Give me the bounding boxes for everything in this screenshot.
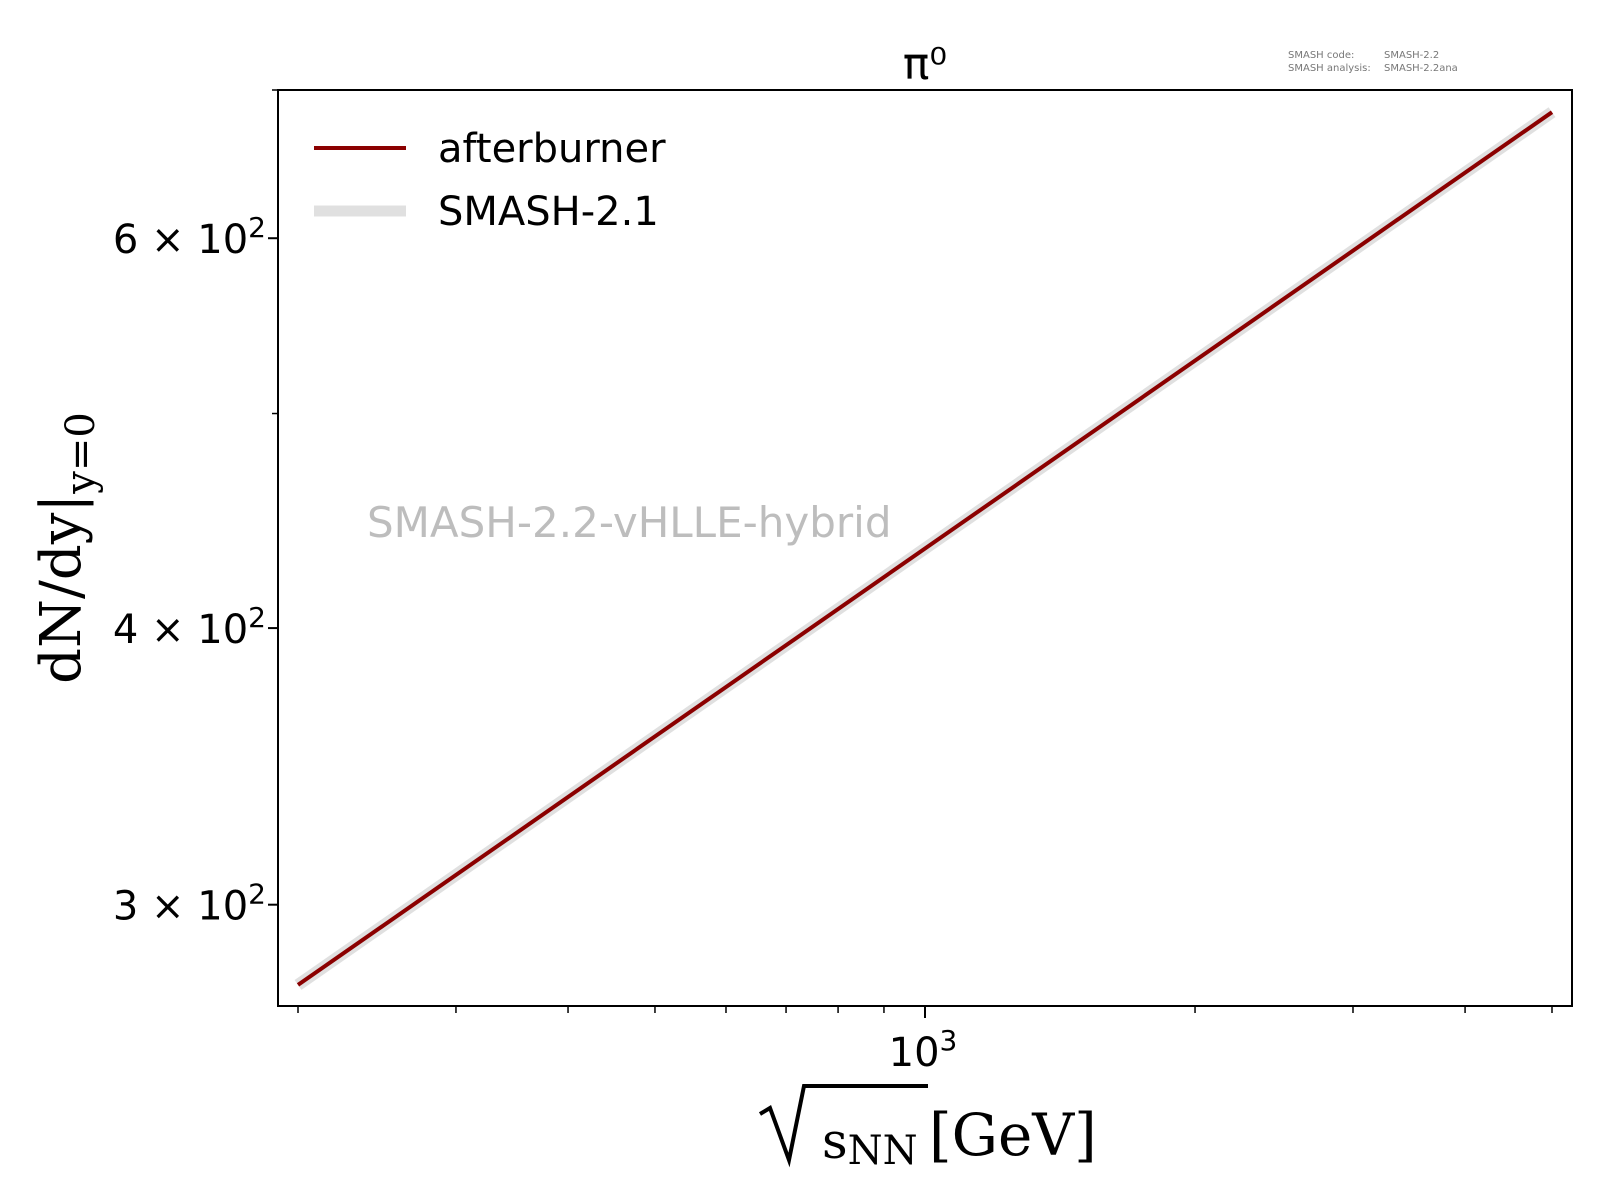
meta-code-value: SMASH-2.2 xyxy=(1384,50,1439,61)
y-axis-label: dN/dy|y=0 xyxy=(29,412,104,684)
legend-label-smash-2-1: SMASH-2.1 xyxy=(438,189,659,235)
series-layer xyxy=(294,107,1556,990)
x-axis-label-unit: [GeV] xyxy=(929,1101,1097,1169)
meta-analysis-value: SMASH-2.2ana xyxy=(1384,63,1458,74)
meta-code-label: SMASH code: xyxy=(1288,50,1354,61)
legend: afterburner SMASH-2.1 xyxy=(314,126,666,235)
watermark: SMASH-2.2-vHLLE-hybrid xyxy=(367,498,892,547)
x-axis-label: sNN [GeV] xyxy=(758,1084,1097,1174)
y-axis-label-subscript: y=0 xyxy=(58,412,104,495)
x-axis-label-radicand-nn: NN xyxy=(848,1128,918,1174)
y-axis-label-main: dN/dy| xyxy=(29,494,94,684)
tick-layer: 103 3 × 102 4 × 102 6 × 102 xyxy=(113,89,1553,1076)
plot-frame xyxy=(277,89,1573,1007)
metadata-stamp: SMASH code: SMASH-2.2 SMASH analysis: SM… xyxy=(1288,50,1458,74)
legend-label-afterburner: afterburner xyxy=(438,126,666,172)
x-axis-label-radicand-s: s xyxy=(822,1112,848,1170)
chart-title: π⁰ xyxy=(903,39,947,90)
y-tick-label: 4 × 102 xyxy=(113,601,266,653)
series-line-afterburner xyxy=(296,110,1554,987)
x-tick-label: 103 xyxy=(889,1024,958,1076)
meta-analysis-label: SMASH analysis: xyxy=(1288,63,1371,74)
y-tick-label: 6 × 102 xyxy=(113,211,266,263)
svg-text:sNN: sNN xyxy=(822,1112,918,1174)
sqrt-symbol xyxy=(758,1084,928,1168)
y-tick-label: 3 × 102 xyxy=(113,878,266,930)
